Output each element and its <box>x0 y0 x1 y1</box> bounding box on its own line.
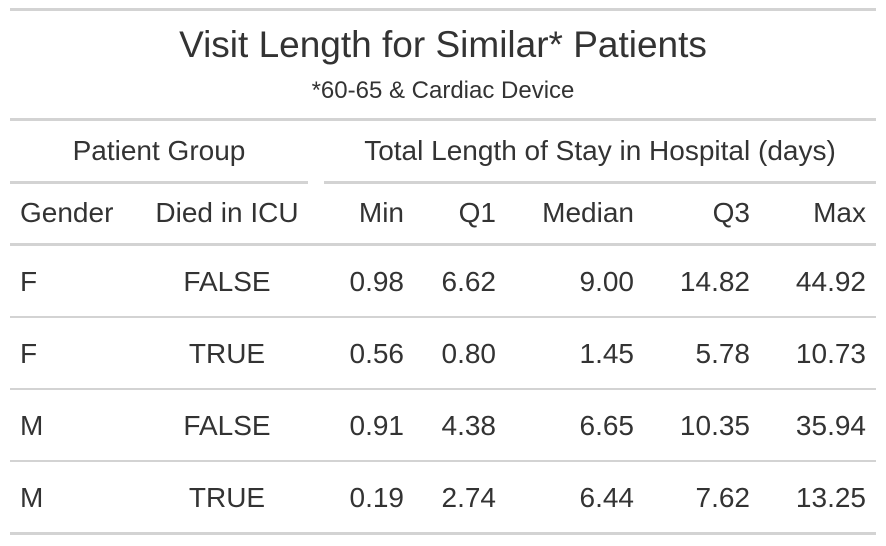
table-title: Visit Length for Similar* Patients <box>179 24 707 65</box>
cell-min: 0.19 <box>349 482 405 513</box>
spanner-underline-length-of-stay <box>324 181 876 184</box>
cell-median: 6.65 <box>579 410 635 441</box>
cell-died-in-icu: TRUE <box>188 338 266 369</box>
table-top-rule <box>10 8 876 11</box>
cell-median: 6.44 <box>579 482 635 513</box>
cell-q1: 4.38 <box>441 410 497 441</box>
table-row: M FALSE 0.91 4.38 6.65 10.35 35.94 <box>10 390 876 462</box>
cell-median: 9.00 <box>579 266 635 297</box>
spanner-length-of-stay: Total Length of Stay in Hospital (days) <box>364 135 836 166</box>
column-header-gender: Gender <box>20 197 114 228</box>
cell-q1: 0.80 <box>441 338 497 369</box>
column-header-max: Max <box>813 197 866 228</box>
column-header-rule <box>10 243 876 246</box>
cell-q3: 7.62 <box>695 482 751 513</box>
spanner-patient-group: Patient Group <box>72 135 246 166</box>
cell-max: 13.25 <box>795 482 866 513</box>
table-bottom-rule <box>10 532 876 535</box>
cell-median: 1.45 <box>579 338 635 369</box>
heading-rule <box>10 118 876 121</box>
column-header-q1: Q1 <box>458 197 496 228</box>
spanner-underline-patient-group <box>10 181 308 184</box>
cell-gender: F <box>20 338 38 369</box>
cell-max: 10.73 <box>795 338 866 369</box>
cell-q1: 2.74 <box>441 482 497 513</box>
table-row: M TRUE 0.19 2.74 6.44 7.62 13.25 <box>10 462 876 534</box>
cell-min: 0.56 <box>349 338 405 369</box>
column-header-died-in-icu: Died in ICU <box>155 197 299 228</box>
cell-q1: 6.62 <box>441 266 497 297</box>
cell-min: 0.98 <box>349 266 405 297</box>
table-subtitle: *60-65 & Cardiac Device <box>311 77 575 104</box>
cell-max: 44.92 <box>795 266 866 297</box>
column-header-min: Min <box>358 197 404 228</box>
column-header-q3: Q3 <box>712 197 750 228</box>
cell-gender: M <box>20 482 44 513</box>
cell-gender: F <box>20 266 38 297</box>
cell-died-in-icu: FALSE <box>183 266 271 297</box>
row-divider <box>10 388 876 390</box>
table-row: F FALSE 0.98 6.62 9.00 14.82 44.92 <box>10 246 876 318</box>
cell-min: 0.91 <box>349 410 405 441</box>
cell-max: 35.94 <box>795 410 866 441</box>
row-divider <box>10 316 876 318</box>
cell-q3: 5.78 <box>695 338 751 369</box>
cell-q3: 14.82 <box>679 266 750 297</box>
row-divider <box>10 460 876 462</box>
table-row: F TRUE 0.56 0.80 1.45 5.78 10.73 <box>10 318 876 390</box>
column-header-median: Median <box>542 197 634 228</box>
cell-q3: 10.35 <box>679 410 750 441</box>
cell-died-in-icu: FALSE <box>183 410 271 441</box>
cell-died-in-icu: TRUE <box>188 482 266 513</box>
cell-gender: M <box>20 410 44 441</box>
